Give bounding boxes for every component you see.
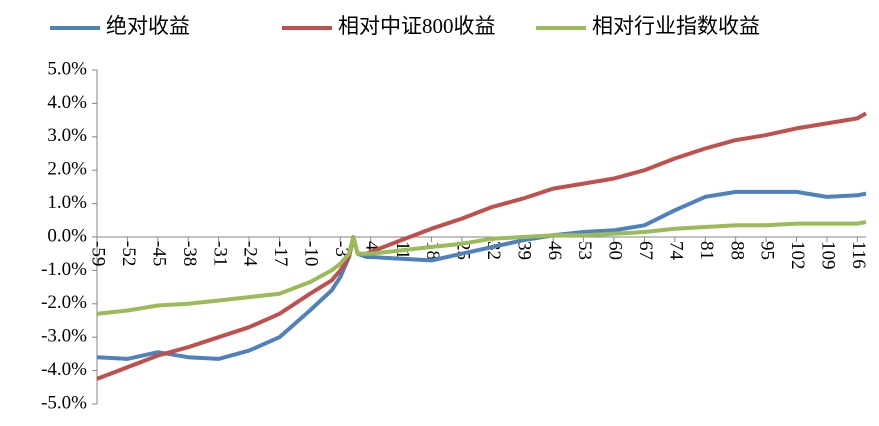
y-tick-label: 4.0% [47, 92, 87, 113]
x-tick-label: -10 [301, 241, 322, 266]
y-tick-label: -1.0% [41, 259, 87, 280]
x-tick-label: -3 [331, 241, 352, 257]
x-tick-label: 60 [605, 241, 626, 260]
legend-label: 绝对收益 [106, 14, 190, 38]
x-tick-label: 74 [665, 241, 686, 261]
x-tick-label: -24 [240, 241, 261, 267]
x-tick-label: 102 [787, 241, 808, 270]
y-tick-label: 2.0% [47, 159, 87, 180]
y-tick-label: -5.0% [41, 392, 87, 413]
x-tick-label: -31 [209, 241, 230, 266]
x-tick-label: 109 [818, 241, 839, 270]
x-tick-label: -59 [88, 241, 109, 266]
x-tick-label: 53 [574, 241, 595, 260]
x-tick-label: 4 [361, 241, 382, 251]
series-line [96, 111, 867, 381]
legend-label: 相对行业指数收益 [592, 14, 760, 38]
y-tick-label: -4.0% [41, 359, 87, 380]
x-tick-label: 116 [848, 241, 869, 269]
series-line [96, 220, 867, 316]
x-tick-label: -38 [179, 241, 200, 266]
y-tick-label: -2.0% [41, 292, 87, 313]
x-tick-label: -17 [270, 241, 291, 266]
y-tick-label: -3.0% [41, 326, 87, 347]
x-tick-label: -52 [118, 241, 139, 266]
x-tick-label: 39 [513, 241, 534, 260]
x-tick-label: 81 [696, 241, 717, 260]
y-tick-label: 3.0% [47, 125, 87, 146]
x-tick-label: 88 [726, 241, 747, 260]
x-tick-label: 67 [635, 241, 656, 260]
x-tick-label: -45 [148, 241, 169, 266]
y-tick-label: 1.0% [47, 192, 87, 213]
legend-label: 相对中证800收益 [338, 14, 496, 38]
y-tick-label: 5.0% [47, 58, 87, 79]
x-tick-label: 95 [757, 241, 778, 260]
x-tick-label: 46 [544, 241, 565, 260]
y-tick-label: 0.0% [47, 225, 87, 246]
series-line [96, 189, 867, 361]
